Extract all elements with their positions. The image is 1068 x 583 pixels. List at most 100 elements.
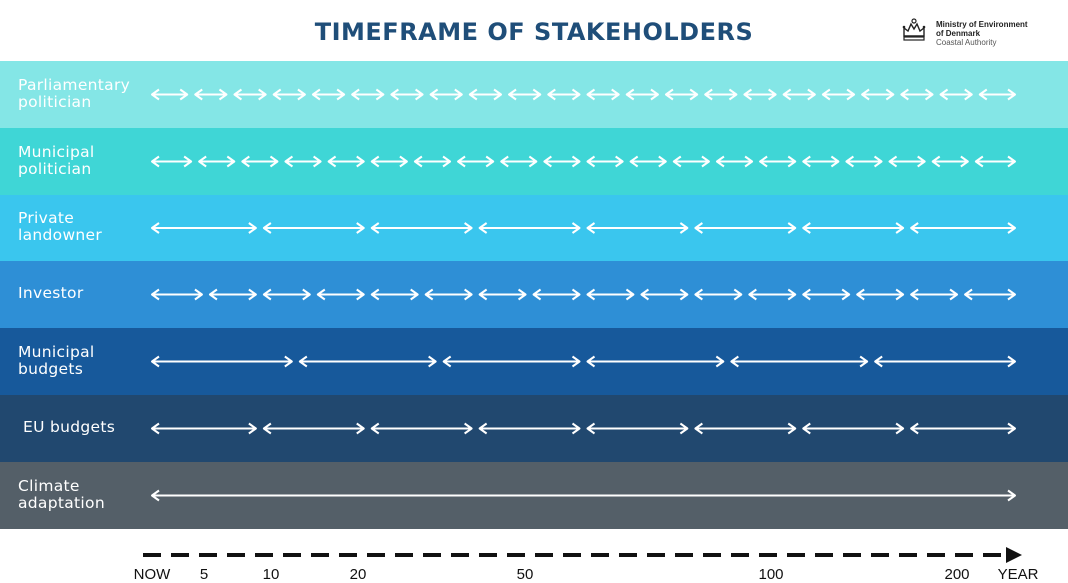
arrow-head-left [370,155,380,168]
arrow-head-left [730,355,739,368]
arrow-head-left [198,155,207,168]
arrow-head-right [179,88,189,101]
arrow-head-right [689,88,699,101]
arrow-head-right [679,288,689,301]
arrow-head-right [571,155,581,168]
arrow-head-left [802,222,811,234]
stakeholder-row: Municipal budgets [0,328,1068,395]
arrow-head-left [298,355,308,368]
arrow-head-left [586,88,596,101]
arrow-head-right [302,288,311,301]
timeframe-arrows [151,155,1016,168]
arrow-head-left [694,288,703,301]
arrow-head-right [284,355,293,368]
arrow-head-right [701,155,710,168]
arrow-head-right [183,155,193,168]
arrow-head-left [272,88,282,101]
arrow-head-right [1007,155,1016,168]
arrow-head-right [615,155,624,168]
arrow-head-right [658,155,667,168]
arrow-head-right [485,155,495,168]
arrow-head-left [457,155,466,168]
timeline-axis: NOW 5 10 20 50 100 200 YEAR [0,540,1068,583]
arrow-head-left [233,88,243,101]
arrow-head-left [429,88,439,101]
stakeholder-label: Parliamentary politician [18,75,131,111]
arrow-head-left [208,288,218,301]
stakeholder-label: Climate adaptation [18,476,105,512]
arrow-head-left [974,155,984,168]
arrow-head-left [759,155,768,168]
logo-ministry-name: Ministry of Environment [936,20,1028,29]
arrow-head-right [532,88,542,101]
arrow-head-right [1007,355,1016,368]
ministry-logo: Ministry of Environment of Denmark Coast… [900,16,1050,56]
arrow-head-right [226,155,236,168]
stakeholder-row: EU budgets [0,395,1068,462]
arrow-head-left [151,422,160,435]
arrow-head-left [586,355,596,368]
arrow-head-right [1007,288,1016,301]
stakeholder-label: Private landowner [18,209,103,244]
arrow-head-right [1007,88,1016,101]
arrow-head-left [370,288,380,301]
arrow-head-right [258,88,267,101]
arrow-head-left [262,222,272,234]
arrow-head-right [442,155,452,168]
arrow-head-left [468,88,478,101]
arrow-head-right [846,88,856,101]
arrow-head-left [390,88,399,101]
arrow-head-right [787,288,797,301]
arrow-head-left [194,88,203,101]
axis-tick-label: 100 [758,566,784,583]
arrow-head-right [859,355,869,368]
arrow-head-right [733,288,743,301]
arrow-head-left [586,155,596,168]
arrow-head-left [478,222,488,234]
arrow-head-left [900,88,909,101]
arrow-head-left [262,288,272,301]
arrow-head-right [297,88,306,101]
arrow-head-left [802,422,811,435]
arrow-head-right [611,88,620,101]
arrow-head-left [845,155,854,168]
arrow-head-left [351,88,360,101]
stakeholder-label: Investor [18,284,84,302]
arrow-head-left [874,355,883,368]
arrow-head-left [151,222,160,234]
stakeholder-label: Municipal budgets [18,342,95,378]
arrow-head-left [478,422,488,435]
arrow-head-right [715,355,725,368]
arrow-head-left [151,155,160,168]
arrow-head-left [964,288,973,301]
arrow-head-left [978,88,988,101]
timeframe-arrows [151,222,1016,234]
axis-tick-label: 5 [199,566,209,583]
arrow-head-right [625,288,635,301]
arrow-head-right [744,155,754,168]
arrow-head-right [841,288,851,301]
arrow-head-right [807,88,816,101]
arrow-head-right [464,222,473,234]
arrow-head-left [586,288,596,301]
arrow-head-left [311,88,321,101]
arrow-head-right [399,155,408,168]
arrow-head-right [960,155,969,168]
timeframe-arrows [151,489,1016,502]
axis-tick-label: NOW [133,566,171,583]
arrow-head-right [194,288,203,301]
arrow-head-right [454,88,463,101]
arrow-head-right [1007,422,1016,435]
arrow-head-left [478,288,488,301]
arrow-head-right [356,222,365,234]
arrow-head-left [939,88,949,101]
arrow-head-left [543,155,552,168]
arrow-head-right [415,88,424,101]
arrow-head-left [910,222,919,234]
timeframe-arrows [151,88,1016,101]
arrow-head-left [241,155,250,168]
arrow-head-right [924,88,934,101]
arrow-head-right [949,288,959,301]
arrow-head-left [931,155,941,168]
arrow-head-left [629,155,639,168]
